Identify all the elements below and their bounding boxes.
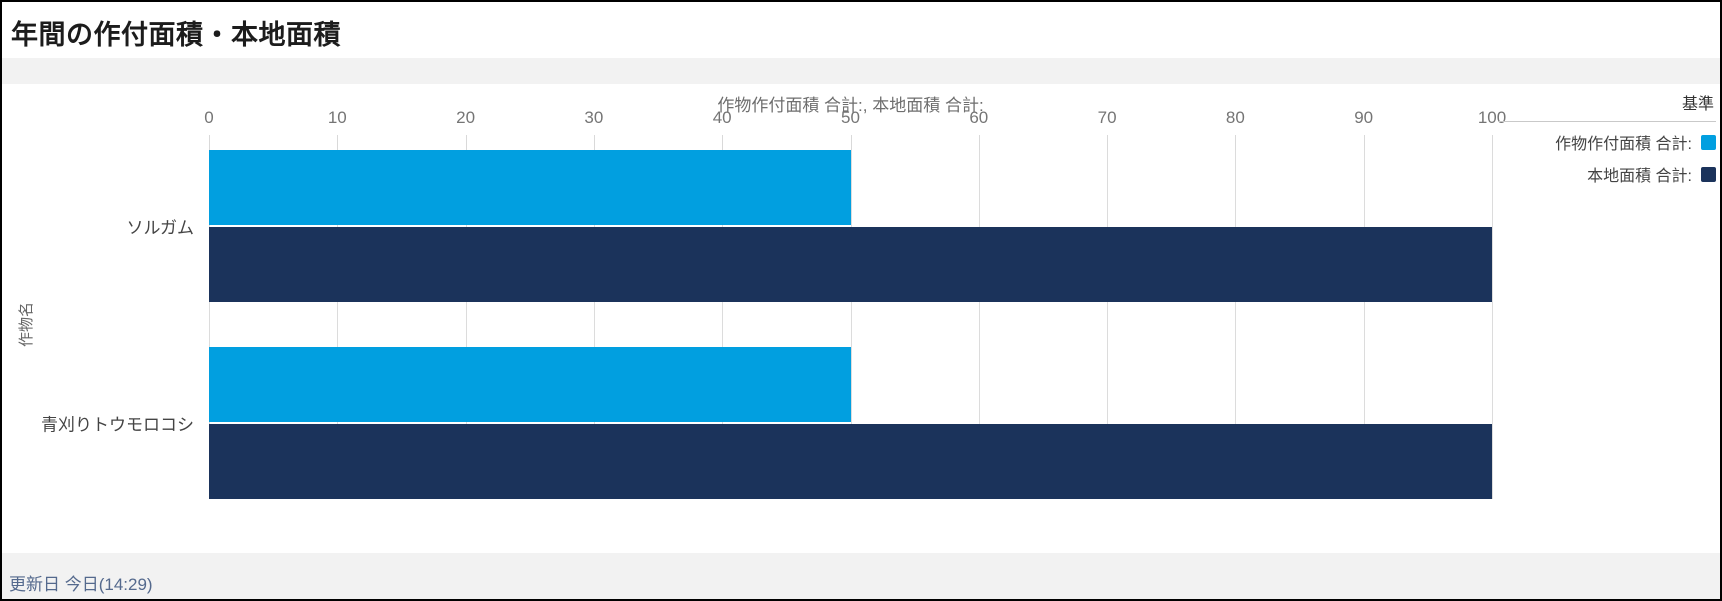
gridline xyxy=(1107,150,1109,499)
gridline xyxy=(1492,150,1493,499)
x-tick-label: 70 xyxy=(1097,108,1117,127)
gridline xyxy=(850,150,852,499)
bar-ソルガム-series-1[interactable] xyxy=(209,227,1492,302)
x-tick-label: 0 xyxy=(204,108,214,127)
y-axis-title: 作物名 xyxy=(17,301,35,348)
x-axis-tick-marks xyxy=(209,135,1493,150)
x-tick-label: 60 xyxy=(969,108,989,127)
x-tick-mark xyxy=(1235,135,1237,150)
x-tick-mark xyxy=(337,135,339,150)
legend-divider xyxy=(1498,121,1716,122)
x-tick-mark xyxy=(465,135,467,150)
plot-area xyxy=(209,150,1493,499)
legend-item[interactable]: 本地面積 合計: xyxy=(1498,162,1716,186)
gridline xyxy=(978,150,980,499)
x-tick-mark xyxy=(1492,135,1493,150)
category-label: ソルガム xyxy=(126,218,195,238)
x-tick-label: 90 xyxy=(1354,108,1374,127)
legend-color-swatch xyxy=(1701,134,1716,150)
chart-legend: 基準 作物作付面積 合計: 本地面積 合計: xyxy=(1498,90,1716,186)
gridline xyxy=(209,150,210,499)
gridline xyxy=(1235,150,1237,499)
x-tick-label: 30 xyxy=(584,108,604,127)
legend-item-label: 本地面積 合計: xyxy=(1587,168,1692,185)
gridline xyxy=(465,150,467,499)
legend-item[interactable]: 作物作付面積 合計: xyxy=(1498,130,1716,154)
x-tick-mark xyxy=(978,135,980,150)
x-tick-mark xyxy=(722,135,724,150)
x-axis-tick-labels: 0 10 20 30 40 50 60 70 80 90 100 xyxy=(204,108,1506,130)
x-tick-label: 50 xyxy=(841,108,860,127)
category-label: 青刈りトウモロコシ xyxy=(41,415,194,435)
gridline xyxy=(337,150,339,499)
footer-bar: 更新日 今日(14:29) xyxy=(2,553,1720,599)
subheader-strip xyxy=(2,58,1720,84)
bar-青刈りトウモロコシ-series-1[interactable] xyxy=(209,424,1492,499)
gridline xyxy=(1363,150,1365,499)
legend-item-label: 作物作付面積 合計: xyxy=(1555,136,1692,153)
x-tick-mark xyxy=(1363,135,1365,150)
x-tick-label: 80 xyxy=(1225,108,1245,127)
legend-header: 基準 xyxy=(1681,96,1714,113)
page-title: 年間の作付面積・本地面積 xyxy=(11,20,341,50)
last-refreshed-label: 更新日 今日(14:29) xyxy=(9,575,153,594)
gridline xyxy=(593,150,595,499)
x-tick-mark xyxy=(593,135,595,150)
x-axis-title: 作物作付面積 合計:, 本地面積 合計: xyxy=(717,96,984,115)
x-tick-label: 10 xyxy=(327,108,347,127)
x-tick-mark xyxy=(1107,135,1109,150)
y-axis-category-labels: ソルガム青刈りトウモロコシ xyxy=(2,150,202,499)
bar-ソルガム-series-0[interactable] xyxy=(209,150,851,225)
x-tick-label: 20 xyxy=(456,108,476,127)
gridline xyxy=(722,150,724,499)
legend-color-swatch xyxy=(1701,166,1716,182)
x-tick-mark xyxy=(209,135,210,150)
x-tick-label: 100 xyxy=(1477,108,1507,127)
x-tick-label: 40 xyxy=(712,108,732,127)
bar-青刈りトウモロコシ-series-0[interactable] xyxy=(209,347,851,422)
x-tick-mark xyxy=(850,135,852,150)
